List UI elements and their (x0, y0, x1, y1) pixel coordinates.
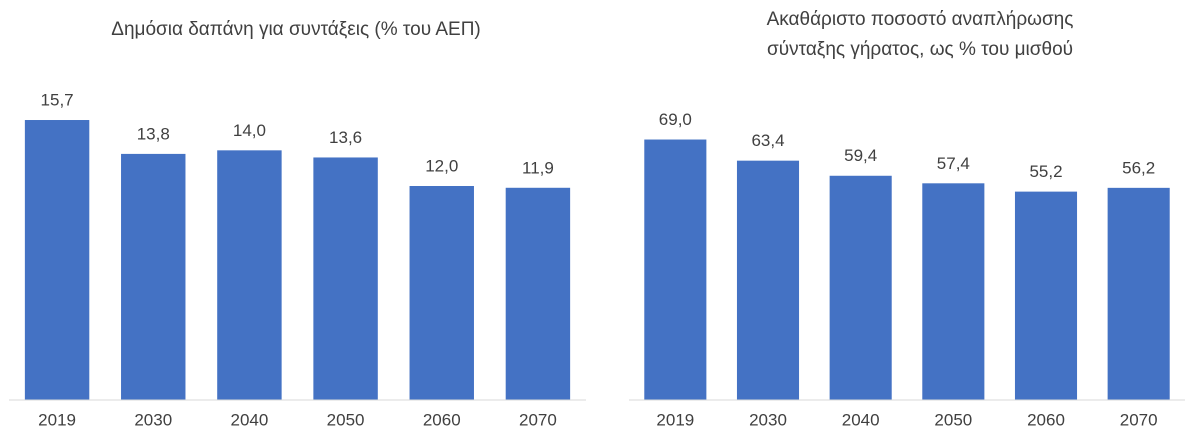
x-tick-label: 2019 (38, 410, 76, 429)
bar (736, 160, 800, 400)
bar (121, 153, 186, 400)
bar (217, 150, 282, 400)
value-label: 14,0 (233, 121, 266, 140)
x-tick-label: 2070 (1120, 410, 1158, 429)
value-label: 13,8 (137, 124, 170, 143)
bar (24, 120, 90, 401)
value-label: 69,0 (659, 110, 692, 129)
bar (829, 175, 892, 400)
value-label: 63,4 (751, 131, 784, 150)
bar (505, 187, 571, 400)
chart-title: Δημόσια δαπάνη για συντάξεις (% του ΑΕΠ) (111, 19, 481, 40)
x-tick-label: 2050 (934, 410, 972, 429)
value-label: 11,9 (522, 158, 554, 177)
value-label: 56,2 (1122, 158, 1155, 177)
bar (313, 157, 378, 400)
value-label: 15,7 (41, 91, 74, 110)
bar (409, 186, 474, 400)
chart-title: Ακαθάριστο ποσοστό αναπλήρωσης (767, 9, 1074, 30)
bar (1107, 187, 1170, 400)
x-tick-label: 2030 (134, 410, 172, 429)
bar (1014, 191, 1078, 400)
x-tick-label: 2060 (1027, 410, 1065, 429)
chart-title: σύνταξης γήρατος, ως % του μισθού (767, 39, 1073, 60)
x-tick-label: 2070 (519, 410, 557, 429)
x-tick-label: 2019 (656, 410, 694, 429)
value-label: 12,0 (425, 156, 458, 175)
value-label: 13,6 (329, 128, 362, 147)
value-label: 59,4 (844, 146, 877, 165)
x-tick-label: 2040 (842, 410, 880, 429)
x-tick-label: 2060 (423, 410, 461, 429)
bar (644, 139, 707, 400)
value-label: 57,4 (937, 154, 970, 173)
value-label: 55,2 (1029, 162, 1062, 181)
x-tick-label: 2050 (327, 410, 365, 429)
x-tick-label: 2030 (749, 410, 787, 429)
x-tick-label: 2040 (231, 410, 269, 429)
bar (922, 183, 985, 400)
